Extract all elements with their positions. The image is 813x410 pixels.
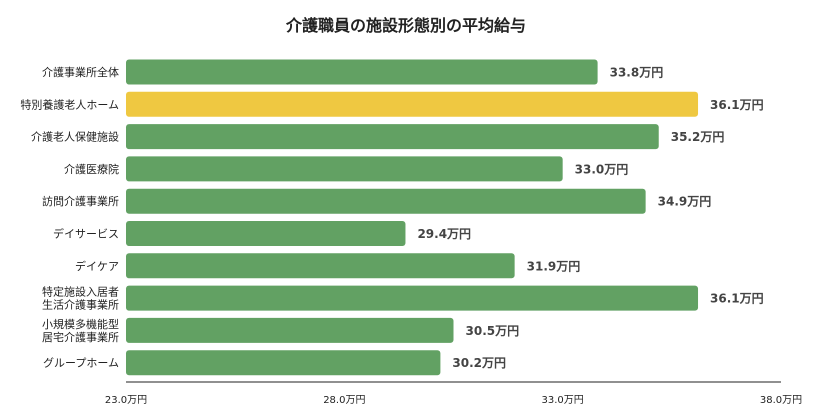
value-label: 29.4万円 [417, 227, 471, 241]
chart-title: 介護職員の施設形態別の平均給与 [285, 16, 526, 35]
bar-8 [126, 317, 454, 343]
x-tick-label: 23.0万円 [105, 395, 147, 406]
value-label: 31.9万円 [527, 259, 581, 273]
x-tick-labels: 23.0万円 28.0万円 33.0万円 38.0万円 [105, 395, 802, 406]
bar-5 [126, 221, 406, 246]
bar-1 [126, 91, 699, 117]
value-label: 33.8万円 [610, 66, 664, 80]
category-label: 訪問介護事業所 [42, 194, 119, 208]
x-tick-label: 38.0万円 [760, 395, 802, 406]
category-label: 居宅介護事業所 [42, 330, 119, 344]
bar-3 [126, 156, 563, 182]
category-label: 介護老人保健施設 [31, 130, 119, 144]
value-label: 36.1万円 [710, 98, 764, 112]
bar-4 [126, 188, 646, 214]
bar-7 [126, 285, 699, 311]
value-label: 35.2万円 [671, 130, 725, 144]
category-label: グループホーム [43, 356, 119, 370]
category-label: デイケア [75, 259, 119, 273]
category-label: 特定施設入居者 [42, 285, 119, 299]
bar-6 [126, 253, 515, 279]
category-label: 生活介護事業所 [42, 298, 119, 312]
value-label: 33.0万円 [575, 162, 629, 176]
category-label: 介護医療院 [64, 162, 119, 176]
value-label: 36.1万円 [710, 292, 764, 306]
bar-0 [126, 59, 598, 85]
x-tick-label: 33.0万円 [542, 395, 584, 406]
value-label: 34.9万円 [658, 195, 712, 209]
x-tick-label: 28.0万円 [323, 395, 365, 406]
category-label: 小規模多機能型 [42, 317, 119, 331]
bar-9 [126, 350, 441, 376]
category-label: 介護事業所全体 [42, 65, 119, 79]
value-label: 30.5万円 [466, 324, 520, 338]
bar-2 [126, 124, 659, 150]
category-label: 特別養護老人ホーム [20, 97, 119, 111]
value-label: 30.2万円 [452, 356, 506, 370]
category-label: デイサービス [53, 227, 119, 241]
